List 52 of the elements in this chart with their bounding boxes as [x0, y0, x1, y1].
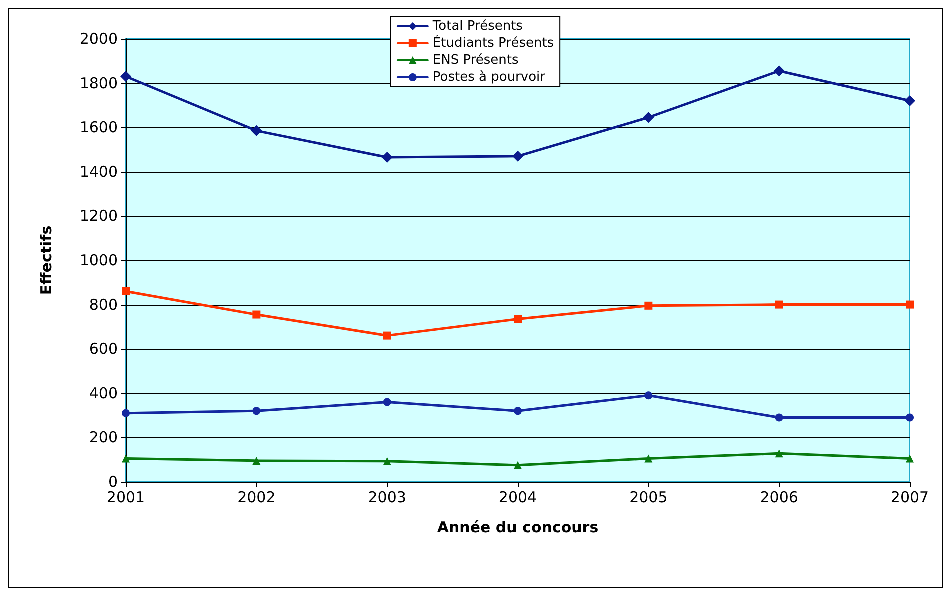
- point: [644, 454, 653, 463]
- point: [383, 398, 392, 406]
- x-tick-label: 2005: [630, 488, 668, 506]
- point: [514, 407, 522, 416]
- legend-label: ENS Présents: [432, 53, 520, 68]
- point: [904, 96, 916, 107]
- point: [514, 461, 522, 470]
- point: [252, 310, 261, 319]
- point: [643, 112, 654, 124]
- y-tick-label: 400: [89, 384, 118, 402]
- point: [514, 315, 522, 324]
- y-tick-label: 1000: [80, 252, 118, 270]
- legend-label: Étudiants Présents: [432, 34, 554, 51]
- point: [775, 450, 784, 458]
- point: [383, 457, 392, 466]
- point: [383, 332, 392, 340]
- y-axis-title: Effectifs: [38, 226, 56, 296]
- point: [906, 300, 914, 309]
- point: [122, 288, 130, 296]
- y-tick-label: 600: [89, 340, 118, 358]
- point: [906, 414, 914, 422]
- y-tick-label: 1200: [80, 207, 118, 226]
- point: [775, 414, 784, 422]
- y-tick-label: 1800: [80, 74, 118, 92]
- point: [775, 300, 784, 309]
- y-tick-label: 800: [89, 296, 118, 314]
- point: [120, 71, 132, 82]
- point: [252, 407, 261, 416]
- x-tick-label: 2003: [368, 488, 406, 506]
- point: [512, 150, 524, 162]
- point: [252, 456, 261, 465]
- point: [906, 454, 914, 463]
- point: [122, 409, 130, 418]
- x-tick-label: 2007: [890, 488, 930, 506]
- x-tick-label: 2002: [238, 488, 276, 506]
- point: [644, 302, 653, 310]
- point: [644, 392, 653, 400]
- x-tick-label: 2006: [760, 488, 798, 506]
- x-tick-label: 2004: [498, 488, 538, 506]
- y-tick-label: 1600: [80, 118, 118, 137]
- y-tick-label: 200: [89, 428, 118, 447]
- x-axis-title: Année du concours: [437, 518, 599, 536]
- legend-label: Total Présents: [432, 19, 524, 34]
- point: [122, 454, 130, 463]
- legend-label: Postes à pourvoir: [432, 70, 546, 85]
- y-tick-label: 0: [108, 473, 118, 491]
- y-tick-label: 1400: [80, 162, 118, 181]
- point: [382, 152, 393, 164]
- y-tick-label: 2000: [80, 30, 118, 48]
- point: [251, 125, 262, 136]
- point: [774, 66, 785, 77]
- x-tick-label: 2001: [106, 488, 146, 506]
